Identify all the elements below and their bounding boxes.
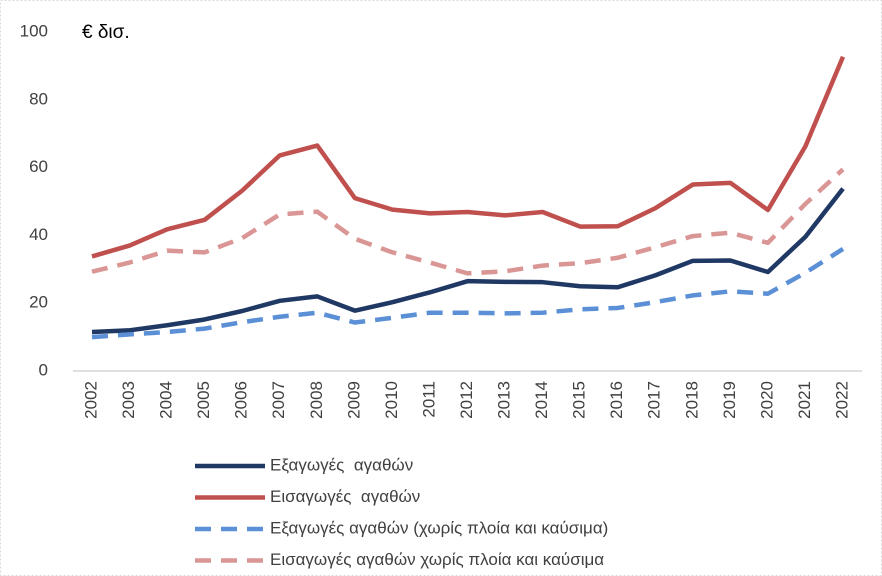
y-tick-label: 20 bbox=[29, 293, 48, 312]
x-tick-label: 2003 bbox=[119, 381, 138, 419]
x-tick-label: 2004 bbox=[157, 381, 176, 419]
x-tick-label: 2021 bbox=[795, 381, 814, 419]
series-line bbox=[91, 55, 846, 259]
x-tick-label: 2011 bbox=[419, 381, 438, 418]
legend-label: Εισαγωγές αγαθών χωρίς πλοία και καύσιμα bbox=[270, 550, 604, 569]
x-tick-label: 2009 bbox=[344, 381, 363, 419]
x-tick-label: 2006 bbox=[232, 381, 251, 419]
x-tick-label: 2002 bbox=[81, 381, 100, 419]
x-tick-label: 2005 bbox=[194, 381, 213, 419]
y-tick-label: 100 bbox=[20, 21, 48, 40]
y-tick-label: 40 bbox=[29, 225, 48, 244]
x-tick-label: 2022 bbox=[832, 381, 851, 419]
legend-label: Εισαγωγές αγαθών bbox=[270, 487, 420, 506]
x-tick-label: 2019 bbox=[720, 381, 739, 419]
y-tick-label: 0 bbox=[39, 360, 48, 379]
series-line bbox=[91, 167, 845, 276]
y-tick-label: 80 bbox=[29, 89, 48, 108]
x-tick-label: 2018 bbox=[682, 381, 701, 419]
x-tick-label: 2008 bbox=[307, 381, 326, 419]
x-tick-label: 2020 bbox=[757, 381, 776, 419]
series-line bbox=[91, 187, 845, 335]
legend-label: Εξαγωγές αγαθών (χωρίς πλοία και καύσιμα… bbox=[270, 518, 608, 537]
x-tick-label: 2007 bbox=[269, 381, 288, 419]
x-tick-label: 2013 bbox=[495, 381, 514, 419]
x-tick-label: 2014 bbox=[532, 381, 551, 419]
y-tick-label: 60 bbox=[29, 157, 48, 176]
unit-label: € δισ. bbox=[82, 22, 130, 43]
x-tick-label: 2010 bbox=[382, 381, 401, 419]
x-tick-label: 2012 bbox=[457, 381, 476, 419]
series-line bbox=[91, 247, 845, 340]
x-tick-label: 2017 bbox=[645, 381, 664, 419]
x-tick-label: 2016 bbox=[607, 381, 626, 419]
legend-label: Εξαγωγές αγαθών bbox=[270, 455, 413, 474]
x-tick-label: 2015 bbox=[570, 381, 589, 419]
